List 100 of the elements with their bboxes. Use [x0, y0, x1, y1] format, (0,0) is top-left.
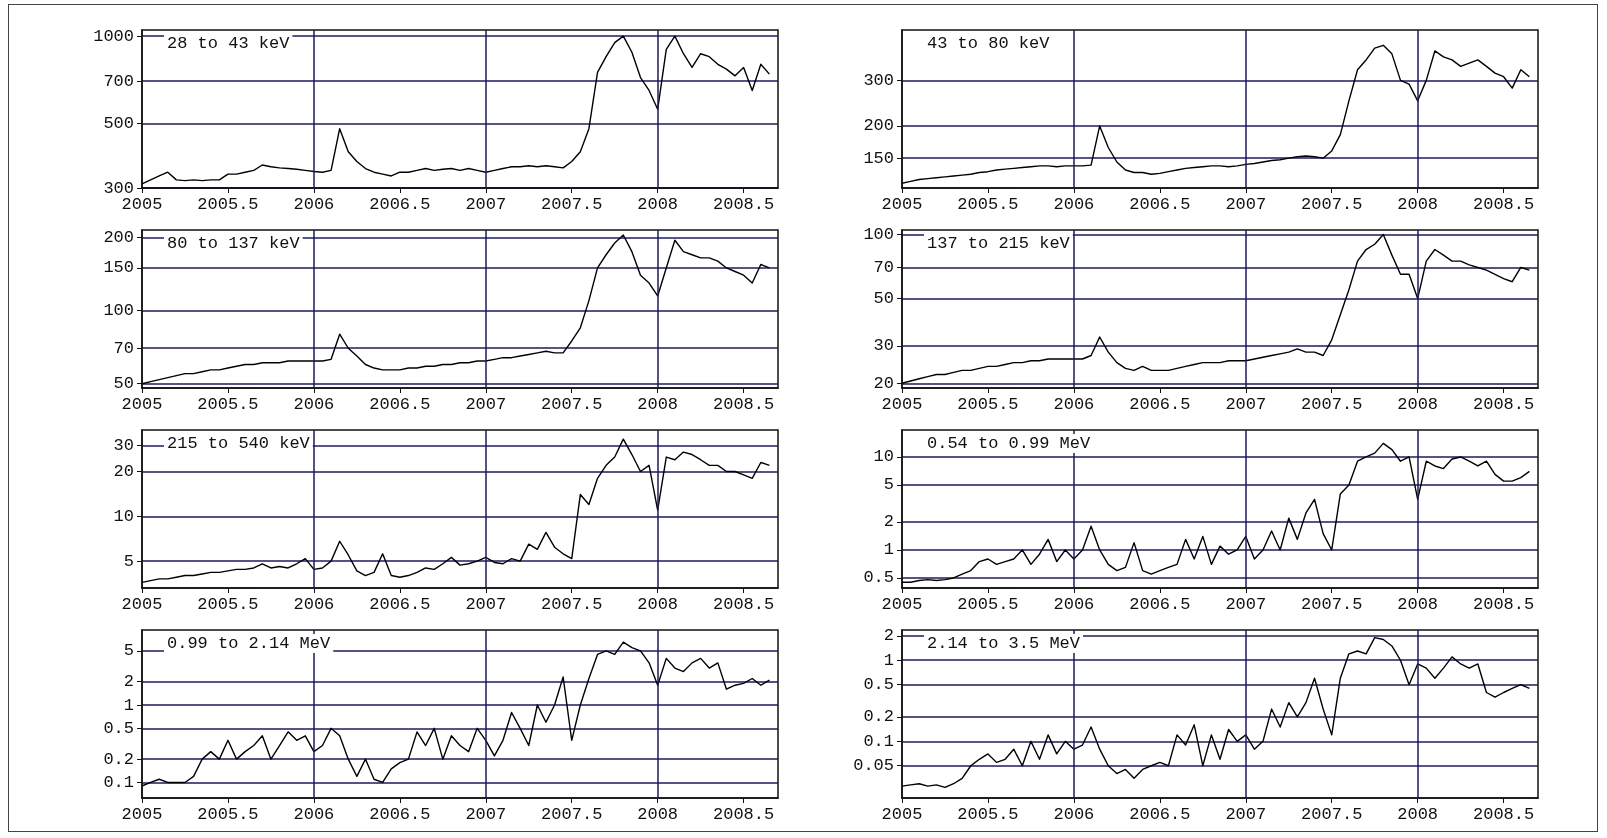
y-tick-label: 100: [103, 301, 134, 321]
chart-title: 28 to 43 keV: [167, 34, 291, 53]
y-tick-label: 2: [883, 626, 894, 646]
y-tick-label: 1: [883, 540, 894, 560]
y-tick-label: 700: [103, 71, 134, 91]
y-tick-label: 200: [863, 116, 894, 136]
line-series: [141, 35, 771, 185]
x-tick-label: 2007.5: [1301, 195, 1363, 214]
x-tick-label: 2006.5: [369, 595, 431, 614]
x-tick-label: 2007.5: [541, 195, 603, 214]
y-tick-label: 20: [873, 373, 894, 393]
y-tick-label: 50: [113, 374, 134, 394]
y-tick-label: 150: [863, 148, 894, 168]
y-tick-label: 2: [123, 672, 134, 692]
y-tick-label: 0.1: [863, 731, 894, 751]
chart-title: 80 to 137 keV: [167, 234, 301, 253]
x-tick-label: 2008: [637, 195, 679, 214]
x-tick-label: 2005: [121, 595, 163, 614]
y-tick-label: 0.2: [863, 707, 894, 727]
x-tick-label: 2005: [881, 395, 923, 414]
y-tick-label: 20: [113, 462, 134, 481]
chart-title: 0.54 to 0.99 MeV: [927, 434, 1092, 453]
y-tick-label: 1: [883, 650, 894, 670]
x-tick-label: 2007: [1225, 595, 1267, 614]
x-tick-label: 2006: [293, 805, 335, 824]
x-tick-label: 2005: [881, 195, 923, 214]
x-tick-label: 2005: [881, 805, 923, 824]
x-tick-label: 2008.5: [713, 395, 775, 414]
x-tick-label: 2007.5: [541, 805, 603, 824]
y-tick-label: 150: [103, 258, 134, 278]
y-tick-label: 300: [863, 70, 894, 90]
x-tick-label: 2008.5: [713, 595, 775, 614]
line-series: [901, 233, 1531, 384]
x-tick-label: 2006.5: [1129, 595, 1191, 614]
x-tick-label: 2008.5: [1473, 805, 1535, 824]
y-tick-label: 30: [873, 336, 894, 356]
x-tick-label: 2006: [1053, 195, 1095, 214]
y-tick-label: 0.5: [863, 568, 894, 588]
x-tick-label: 2008.5: [1473, 595, 1535, 614]
line-series: [141, 234, 771, 385]
x-tick-label: 2006.5: [369, 195, 431, 214]
x-tick-label: 2007: [1225, 805, 1267, 824]
x-tick-label: 2005.5: [197, 395, 259, 414]
x-tick-label: 2008.5: [713, 195, 775, 214]
y-tick-label: 30: [113, 435, 134, 455]
x-tick-label: 2008: [637, 595, 679, 614]
y-tick-label: 5: [123, 551, 134, 571]
y-tick-label: 70: [873, 257, 894, 277]
y-tick-label: 1000: [93, 26, 134, 46]
x-tick-label: 2006.5: [1129, 395, 1191, 414]
chart-title: 2.14 to 3.5 MeV: [927, 634, 1081, 653]
line-series: [901, 636, 1531, 789]
x-tick-label: 2008: [1397, 395, 1439, 414]
x-tick-label: 2005.5: [197, 595, 259, 614]
x-tick-label: 2006: [293, 195, 335, 214]
y-tick-label: 5: [123, 641, 134, 661]
x-tick-label: 2005.5: [197, 195, 259, 214]
x-tick-label: 2005.5: [957, 195, 1019, 214]
x-tick-label: 2005: [121, 195, 163, 214]
x-tick-label: 2008: [1397, 805, 1439, 824]
y-tick-label: 0.2: [103, 749, 134, 769]
x-tick-label: 2008.5: [713, 805, 775, 824]
y-tick-label: 200: [103, 228, 134, 248]
y-tick-label: 70: [113, 338, 134, 358]
x-tick-label: 2005.5: [957, 805, 1019, 824]
y-tick-label: 0.05: [853, 756, 894, 776]
chart-title: 0.99 to 2.14 MeV: [167, 634, 332, 653]
y-tick-label: 5: [883, 475, 894, 495]
x-tick-label: 2006: [1053, 395, 1095, 414]
x-tick-label: 2005: [881, 595, 923, 614]
x-tick-label: 2008: [1397, 595, 1439, 614]
x-tick-label: 2006: [1053, 805, 1095, 824]
y-tick-label: 300: [103, 178, 134, 198]
x-tick-label: 2007.5: [541, 395, 603, 414]
x-tick-label: 2006: [293, 395, 335, 414]
y-tick-label: 0.5: [103, 718, 134, 738]
x-tick-label: 2007.5: [1301, 595, 1363, 614]
x-tick-label: 2008.5: [1473, 395, 1535, 414]
y-tick-label: 2: [883, 512, 894, 532]
y-tick-label: 50: [873, 289, 894, 309]
x-tick-label: 2007: [1225, 195, 1267, 214]
x-tick-label: 2007.5: [1301, 805, 1363, 824]
y-tick-label: 0.1: [103, 772, 134, 792]
y-tick-label: 0.5: [863, 675, 894, 695]
x-tick-label: 2007: [465, 595, 507, 614]
x-tick-label: 2005: [121, 395, 163, 414]
x-tick-label: 2005.5: [957, 595, 1019, 614]
x-tick-label: 2008.5: [1473, 195, 1535, 214]
x-tick-label: 2005: [121, 805, 163, 824]
x-tick-label: 2007.5: [541, 595, 603, 614]
y-tick-label: 10: [873, 447, 894, 467]
x-tick-label: 2006.5: [1129, 805, 1191, 824]
x-tick-label: 2008: [637, 805, 679, 824]
x-tick-label: 2005.5: [197, 805, 259, 824]
x-tick-label: 2007.5: [1301, 395, 1363, 414]
y-tick-label: 1: [123, 695, 134, 715]
x-tick-label: 2008: [637, 395, 679, 414]
x-tick-label: 2006.5: [369, 395, 431, 414]
x-tick-label: 2006.5: [369, 805, 431, 824]
chart-title: 43 to 80 keV: [927, 34, 1051, 53]
